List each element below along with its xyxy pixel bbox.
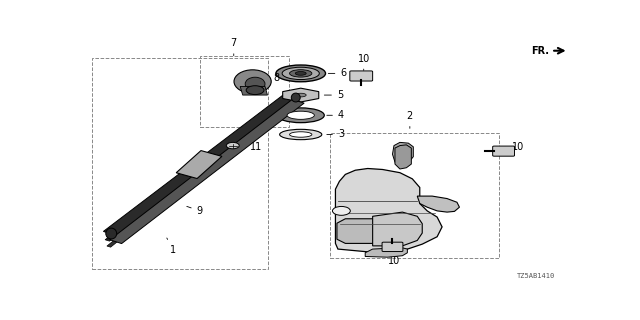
Ellipse shape bbox=[289, 132, 312, 137]
Circle shape bbox=[332, 206, 350, 215]
Polygon shape bbox=[104, 91, 306, 237]
FancyBboxPatch shape bbox=[382, 242, 403, 252]
Text: 6: 6 bbox=[328, 68, 346, 78]
Ellipse shape bbox=[106, 228, 116, 239]
Polygon shape bbox=[337, 219, 387, 244]
Circle shape bbox=[246, 86, 264, 95]
Ellipse shape bbox=[287, 111, 314, 119]
Text: 1: 1 bbox=[167, 238, 177, 255]
Circle shape bbox=[227, 142, 239, 149]
Ellipse shape bbox=[277, 108, 324, 123]
FancyBboxPatch shape bbox=[350, 71, 372, 81]
Text: 4: 4 bbox=[327, 110, 344, 120]
Bar bbox=[92, 58, 269, 269]
Ellipse shape bbox=[282, 67, 319, 80]
Ellipse shape bbox=[295, 72, 306, 75]
Text: 9: 9 bbox=[187, 206, 203, 216]
Text: 8: 8 bbox=[268, 73, 280, 83]
Text: 2: 2 bbox=[406, 111, 413, 128]
FancyBboxPatch shape bbox=[493, 146, 515, 156]
Polygon shape bbox=[107, 109, 280, 247]
Text: 10: 10 bbox=[388, 250, 400, 266]
Text: 10: 10 bbox=[358, 53, 370, 70]
Polygon shape bbox=[240, 86, 268, 95]
Polygon shape bbox=[105, 102, 288, 241]
Text: 7: 7 bbox=[230, 38, 237, 56]
Text: 3: 3 bbox=[327, 130, 344, 140]
Polygon shape bbox=[365, 248, 408, 257]
Polygon shape bbox=[417, 196, 460, 212]
Text: 10: 10 bbox=[504, 142, 524, 152]
Ellipse shape bbox=[234, 70, 271, 93]
Polygon shape bbox=[335, 169, 442, 253]
Polygon shape bbox=[395, 145, 412, 169]
Text: TZ5AB1410: TZ5AB1410 bbox=[517, 273, 556, 279]
Text: 11: 11 bbox=[242, 142, 262, 152]
Ellipse shape bbox=[289, 70, 312, 77]
Ellipse shape bbox=[280, 129, 322, 140]
Text: 5: 5 bbox=[324, 90, 343, 100]
Bar bbox=[200, 56, 289, 127]
Polygon shape bbox=[283, 88, 319, 102]
Polygon shape bbox=[372, 212, 422, 246]
Polygon shape bbox=[110, 99, 304, 244]
Ellipse shape bbox=[295, 93, 306, 97]
Polygon shape bbox=[176, 151, 222, 179]
Bar bbox=[330, 132, 499, 258]
Text: FR.: FR. bbox=[531, 46, 548, 56]
Ellipse shape bbox=[245, 77, 265, 91]
Polygon shape bbox=[392, 142, 413, 166]
Ellipse shape bbox=[291, 93, 300, 102]
Ellipse shape bbox=[276, 65, 326, 82]
